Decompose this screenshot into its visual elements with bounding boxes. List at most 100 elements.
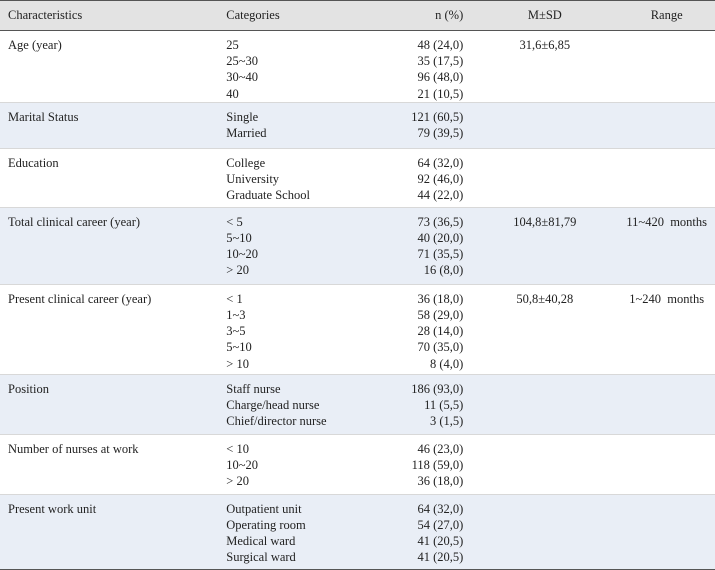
cell: Position: [0, 373, 219, 435]
category: 40: [226, 86, 239, 101]
category: Single: [226, 109, 259, 124]
category: 30~40: [226, 70, 259, 85]
cell: [618, 433, 715, 495]
count-percent: 79 (39,5): [417, 126, 464, 141]
table-body: Age (year) 25 25~30 30~40 40 48 (24,0) 35 (17,…: [0, 30, 715, 570]
category: Staff nurse: [226, 381, 281, 396]
cell: [471, 147, 619, 208]
count-percent: 28 (14,0): [417, 324, 464, 339]
cell: 1~240 months: [618, 283, 715, 375]
category: Chief/director nurse: [226, 414, 327, 429]
count-percent: 46 (23,0): [417, 441, 464, 456]
count-percent: 54 (27,0): [417, 518, 464, 533]
characteristic: Age (year): [8, 38, 62, 52]
count-percent: 71 (35,5): [417, 247, 464, 262]
category: Graduate School: [226, 188, 310, 203]
cell: 48 (24,0) 35 (17,5) 96 (48,0) 21 (10,5): [378, 30, 472, 103]
cell: < 10 10~20 > 20: [218, 433, 379, 495]
cell: Outpatient unit Operating room Medical war…: [218, 493, 379, 570]
category: 10~20: [226, 247, 259, 262]
cell: [618, 373, 715, 435]
cell: [618, 147, 715, 208]
cell: 186 (93,0) 11 (5,5) 3 (1,5): [378, 373, 472, 435]
category: > 20: [226, 474, 249, 489]
count-percent: 41 (20,5): [417, 534, 464, 549]
count-percent: 96 (48,0): [417, 70, 464, 85]
category: 3~5: [226, 324, 246, 339]
count-percent: 58 (29,0): [417, 308, 464, 323]
mean-sd: 104,8±81,79: [513, 214, 577, 229]
count-percent: 92 (46,0): [417, 172, 464, 187]
count-percent: 121 (60,5): [411, 109, 464, 124]
count-percent: 48 (24,0): [417, 38, 464, 52]
count-percent: 3 (1,5): [429, 414, 464, 429]
count-percent: 44 (22,0): [417, 188, 464, 203]
count-percent: 36 (18,0): [417, 291, 464, 306]
category: < 1: [226, 291, 243, 306]
cell: [618, 493, 715, 570]
category: Married: [226, 126, 267, 141]
category: > 20: [226, 263, 249, 278]
cell: Age (year): [0, 30, 219, 103]
group-row: Total clinical career (year) < 5 5~10 10~20…: [0, 206, 715, 285]
characteristic: Present work unit: [8, 501, 97, 516]
header-cell: M±SD: [471, 0, 619, 31]
characteristic: Number of nurses at work: [8, 441, 139, 456]
cell: [471, 433, 619, 495]
group-row: Marital Status Single Married 121 (60,5) 79 …: [0, 101, 715, 149]
category: 25: [226, 38, 239, 52]
count-percent: 36 (18,0): [417, 474, 464, 489]
cell: 36 (18,0) 58 (29,0) 28 (14,0) 70 (35,0) 8 (4…: [378, 283, 472, 375]
count-percent: 118 (59,0): [411, 458, 464, 473]
count-percent: 40 (20,0): [417, 231, 464, 246]
count-percent: 64 (32,0): [417, 155, 464, 170]
header-row: Characteristics Categories n (%) M±SD Ra…: [0, 0, 715, 31]
category: Charge/head nurse: [226, 398, 320, 413]
cell: [618, 30, 715, 103]
header-cell: n (%): [378, 0, 472, 31]
cell: 121 (60,5) 79 (39,5): [378, 101, 472, 149]
category: 5~10: [226, 340, 252, 355]
category: Outpatient unit: [226, 501, 302, 516]
cell: Single Married: [218, 101, 379, 149]
cell: [471, 101, 619, 149]
cell: Number of nurses at work: [0, 433, 219, 495]
characteristic: Position: [8, 381, 49, 396]
cell: [471, 493, 619, 570]
count-percent: 8 (4,0): [429, 356, 464, 371]
mean-sd: 31,6±6,85: [519, 38, 571, 52]
cell: 64 (32,0) 92 (46,0) 44 (22,0): [378, 147, 472, 208]
cell: < 1 1~3 3~5 5~10 > 10: [218, 283, 379, 375]
count-percent: 64 (32,0): [417, 501, 464, 516]
group-row: Present work unit Outpatient unit Operatin…: [0, 493, 715, 570]
group-row: Position Staff nurse Charge/head nurse Chie…: [0, 373, 715, 435]
cell: 104,8±81,79: [471, 206, 619, 285]
cell: Marital Status: [0, 101, 219, 149]
group-row: Present clinical career (year) < 1 1~3 3~5 5…: [0, 283, 715, 375]
count-percent: 16 (8,0): [423, 263, 464, 278]
cell: 73 (36,5) 40 (20,0) 71 (35,5) 16 (8,0): [378, 206, 472, 285]
category: > 10: [226, 356, 249, 371]
characteristic: Present clinical career (year): [8, 291, 152, 306]
category: 25~30: [226, 54, 259, 69]
category: 10~20: [226, 458, 259, 473]
cell: Education: [0, 147, 219, 208]
header-cell: Categories: [218, 0, 379, 31]
characteristic: Marital Status: [8, 109, 79, 124]
cell: Present clinical career (year): [0, 283, 219, 375]
category: College: [226, 155, 266, 170]
count-percent: 41 (20,5): [417, 550, 464, 565]
cell: Present work unit: [0, 493, 219, 570]
cell: 46 (23,0) 118 (59,0) 36 (18,0): [378, 433, 472, 495]
cell: 50,8±40,28: [471, 283, 619, 375]
count-percent: 70 (35,0): [417, 340, 464, 355]
cell: College University Graduate School: [218, 147, 379, 208]
cell: Total clinical career (year): [0, 206, 219, 285]
cell: 11~420 months: [618, 206, 715, 285]
group-row: Education College University Graduate Schoo…: [0, 147, 715, 208]
count-percent: 11 (5,5): [424, 398, 464, 413]
mean-sd: 50,8±40,28: [516, 291, 574, 306]
category: < 10: [226, 441, 249, 456]
